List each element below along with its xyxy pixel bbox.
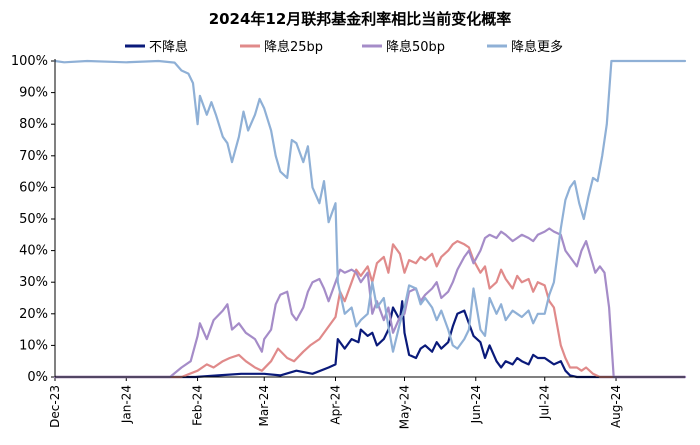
y-tick-label: 0% <box>27 370 48 385</box>
x-tick-label: Feb-24 <box>191 385 205 426</box>
legend-label: 降息25bp <box>264 39 323 55</box>
y-tick-label: 70% <box>19 149 48 164</box>
y-tick-label: 40% <box>19 244 48 259</box>
x-tick-label: Mar-24 <box>257 385 271 426</box>
x-tick-label: Apr-24 <box>329 385 343 425</box>
x-axis-ticks: Dec-23 Jan-24 Feb-24 Mar-24 Apr-24 May-24 Jun-… <box>48 377 623 429</box>
series-group <box>53 59 687 379</box>
y-tick-label: 20% <box>19 307 48 322</box>
legend: 不降息 降息25bp 降息50bp 降息更多 <box>125 39 563 55</box>
series-line-2 <box>53 240 687 379</box>
y-tick-label: 90% <box>19 86 48 101</box>
y-tick-label: 50% <box>19 212 48 227</box>
y-tick-label: 80% <box>19 117 48 132</box>
y-axis-ticks: 0% 10% 20% 30% 40% 50% 60% 70% 80% 90% 100% <box>11 54 55 385</box>
legend-label: 降息50bp <box>386 39 445 55</box>
x-tick-label: Dec-23 <box>48 385 62 428</box>
x-tick-label: Jan-24 <box>119 385 133 424</box>
x-tick-label: May-24 <box>397 385 411 429</box>
series-line-1 <box>53 300 687 379</box>
y-tick-label: 60% <box>19 180 48 195</box>
legend-label: 不降息 <box>149 39 188 55</box>
y-tick-label: 30% <box>19 275 48 290</box>
y-tick-label: 10% <box>19 338 48 353</box>
legend-label: 降息更多 <box>511 39 563 55</box>
x-tick-label: Jul-24 <box>538 385 552 420</box>
x-tick-label: Aug-24 <box>609 385 623 428</box>
y-tick-label: 100% <box>11 54 48 69</box>
chart-title: 2024年12月联邦基金利率相比当前变化概率 <box>209 10 512 28</box>
series-line-4 <box>53 59 687 353</box>
x-tick-label: Jun-24 <box>469 385 483 424</box>
